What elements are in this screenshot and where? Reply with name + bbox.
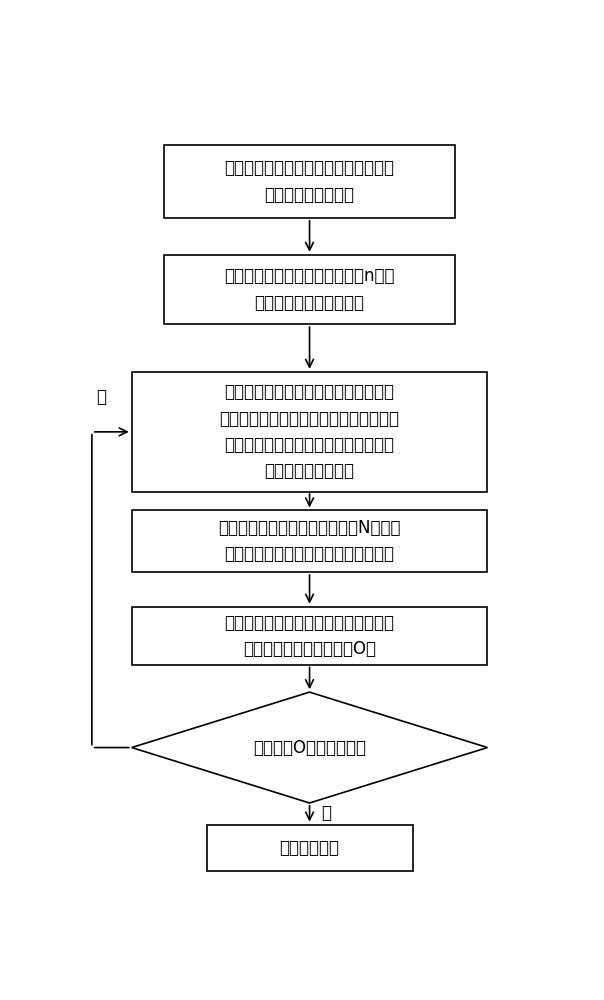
FancyBboxPatch shape [164, 145, 455, 218]
Text: 将训练数据集划分为含类标记数据集和
不含类标记数据集。: 将训练数据集划分为含类标记数据集和 不含类标记数据集。 [225, 159, 394, 204]
FancyBboxPatch shape [132, 510, 487, 572]
Text: 计算不含类标记数据集中数据点与类中
心点之间的距离，根据距离将数据集中的
每个数据点指派给最小距离值所对应类
中心点所代表的类。: 计算不含类标记数据集中数据点与类中 心点之间的距离，根据距离将数据集中的 每个数… [219, 383, 400, 480]
Text: 目标函数O满足停止条件: 目标函数O满足停止条件 [253, 739, 366, 757]
Text: 根据含类标记数据集中数据点的实际类
分布情况，计算目标函数O。: 根据含类标记数据集中数据点的实际类 分布情况，计算目标函数O。 [225, 614, 394, 658]
FancyBboxPatch shape [132, 372, 487, 492]
Text: 是: 是 [321, 804, 331, 822]
Text: 从不含类标记数据集中随机选择n个数
据点作为初始类中心点。: 从不含类标记数据集中随机选择n个数 据点作为初始类中心点。 [224, 267, 395, 312]
FancyBboxPatch shape [207, 825, 413, 871]
Text: 输出分类结果: 输出分类结果 [280, 839, 339, 857]
Text: 采用基于基因表达式编程算法的N中心点
分类方法表达、搜索和更新类中心点。: 采用基于基因表达式编程算法的N中心点 分类方法表达、搜索和更新类中心点。 [218, 519, 401, 563]
FancyBboxPatch shape [164, 255, 455, 324]
Polygon shape [132, 692, 487, 803]
FancyBboxPatch shape [132, 607, 487, 665]
Text: 否: 否 [96, 388, 106, 406]
